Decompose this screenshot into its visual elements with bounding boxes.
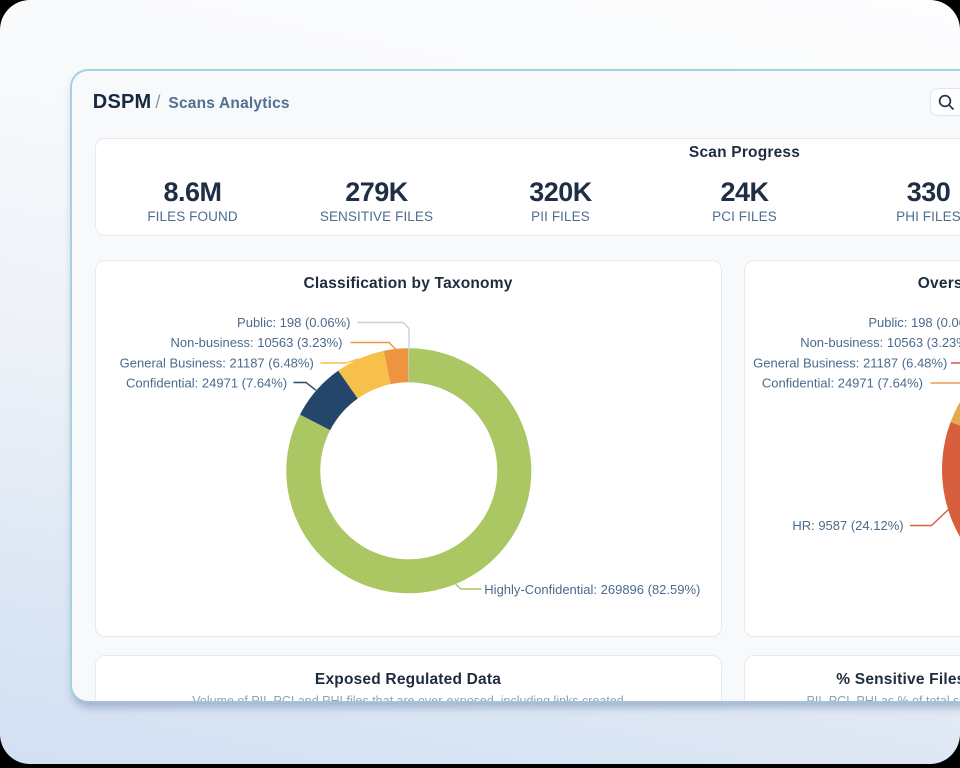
svg-text:Confidential: 24971 (7.64%): Confidential: 24971 (7.64%) [126,376,287,391]
svg-text:Non-business: 10563 (3.23%): Non-business: 10563 (3.23%) [800,335,960,350]
svg-text:Public: 198 (0.06%): Public: 198 (0.06%) [868,315,960,330]
svg-text:Highly-Confidential: 269896 (8: Highly-Confidential: 269896 (82.59%) [484,582,700,597]
svg-text:Non-business: 10563 (3.23%): Non-business: 10563 (3.23%) [170,335,342,350]
svg-text:HR: 9587 (24.12%): HR: 9587 (24.12%) [792,518,903,533]
svg-text:Confidential: 24971 (7.64%): Confidential: 24971 (7.64%) [762,376,923,391]
svg-text:General Business: 21187 (6.48%: General Business: 21187 (6.48%) [119,356,313,371]
svg-text:Public: 198 (0.06%): Public: 198 (0.06%) [237,315,350,330]
svg-text:General Business: 21187 (6.48%: General Business: 21187 (6.48%) [753,356,947,371]
